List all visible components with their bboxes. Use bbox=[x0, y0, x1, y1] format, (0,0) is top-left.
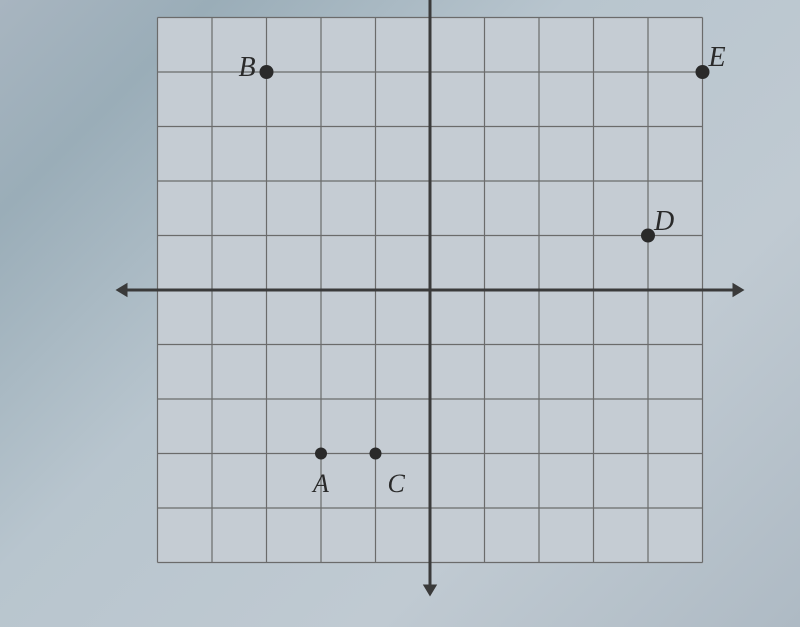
point-label-a: A bbox=[313, 469, 329, 499]
point-label-d: D bbox=[654, 206, 674, 238]
point-label-b: B bbox=[239, 52, 256, 84]
point-e bbox=[696, 65, 710, 79]
coordinate-plane: A B C D E bbox=[0, 0, 785, 615]
point-d bbox=[641, 229, 655, 243]
point-a bbox=[315, 448, 327, 460]
point-label-c: C bbox=[388, 469, 405, 499]
point-c bbox=[370, 448, 382, 460]
point-label-e: E bbox=[709, 42, 726, 74]
grid-svg bbox=[0, 0, 785, 615]
point-b bbox=[260, 65, 274, 79]
